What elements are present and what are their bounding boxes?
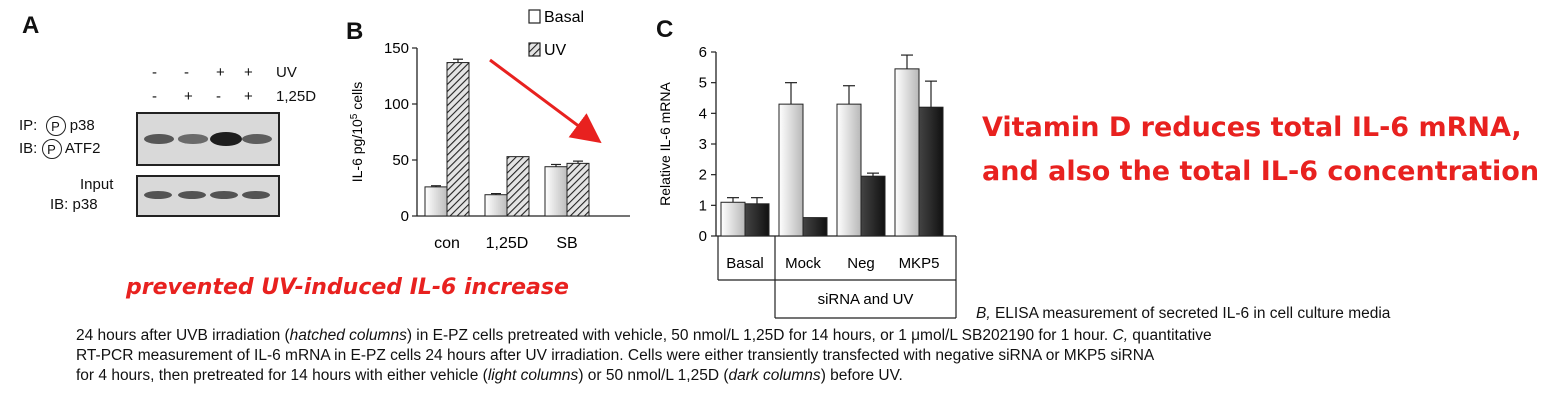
y-tick-label: 100 [384,96,409,113]
caption-l4b: ) or 50 nmol/L 1,25D ( [578,367,729,384]
ylabel-part: IL-6 pg/10 [349,119,365,182]
chart-b: 0 50 100 150 IL-6 pg/105 cells con 1,25D SB Basa… [349,9,630,252]
panel-a: A - - + + UV - + - + 1,25D IP: P p38 IB:… [0,0,330,240]
caption-b-ref: B, [976,305,991,322]
y-tick-label: 4 [699,105,707,122]
bar-uv-1 [506,156,530,217]
y-tick-label: 1 [699,197,707,214]
caption-l2a: 24 hours after UVB irradiation ( [76,327,290,344]
bar-uv-2 [566,162,590,217]
phospho-blot [136,112,280,166]
input-label: Input [80,176,114,193]
y-tick-label: 0 [401,208,409,225]
x-tick-label: Mock [785,255,821,272]
input-ib-label: IB: p38 [50,196,98,213]
caption-l1-text: ELISA measurement of secreted IL-6 in ce… [990,305,1391,322]
x-tick-label: con [434,235,460,252]
d-sign-1: + [184,88,193,105]
chart-c: 0 1 2 3 4 5 6 Relative IL-6 mRNA Basal Mock Neg MKP… [657,44,957,319]
ylabel-superscript: 5 [349,113,360,119]
d-sign-0: - [152,88,157,105]
input-band [178,191,206,199]
x-tick-label: MKP5 [899,255,940,272]
phospho-band [178,134,208,144]
phospho-band [210,132,242,146]
caption-l2d: quantitative [1128,327,1212,344]
bar-basal-0 [424,186,448,217]
y-tick-label: 150 [384,40,409,57]
caption-line-2: 24 hours after UVB irradiation (hatched … [76,326,1212,346]
caption-line-1: B, ELISA measurement of secreted IL-6 in… [976,304,1390,324]
legend-label-basal: Basal [544,9,584,26]
uv-sign-1: - [184,64,189,81]
y-tick-label: 50 [392,152,409,169]
uv-label: UV [276,64,297,81]
ylabel-part: cells [349,82,365,114]
x-tick-label: Neg [847,255,875,272]
d-sign-3: + [244,88,253,105]
phospho-band [242,134,272,144]
input-band [210,191,238,199]
legend-swatch-basal [528,9,541,24]
phospho-icon: P [41,139,62,159]
caption-l4a: for 4 hours, then pretreated for 14 hour… [76,367,488,384]
headline: Vitamin D reduces total IL-6 mRNA, and a… [982,106,1539,194]
bar-dark-1 [802,217,828,237]
uv-sign-2: + [216,64,225,81]
legend-swatch-uv [528,42,541,57]
bar-light-2 [836,103,862,237]
caption-line-3: RT-PCR measurement of IL-6 mRNA in E-PZ … [76,347,1155,364]
x-tick-label: 1,25D [486,235,529,252]
uv-sign-0: - [152,64,157,81]
y-tick-label: 5 [699,75,707,92]
bar-light-0 [720,201,746,237]
input-blot [136,175,280,217]
y-tick-label: 3 [699,136,707,153]
prevented-note: prevented UV-induced IL-6 increase [126,275,569,300]
caption-dark: dark columns [728,367,821,384]
group-label: siRNA and UV [818,291,914,308]
caption-hatched: hatched columns [289,327,407,344]
bar-light-3 [894,68,920,237]
bar-basal-1 [484,194,508,217]
bar-basal-2 [544,166,568,217]
ib-label: IB: [19,139,38,157]
input-band [144,191,172,199]
bar-uv-0 [446,62,470,217]
caption-light: light columns [487,367,579,384]
trend-arrow [489,58,602,144]
bar-dark-2 [860,175,886,237]
headline-line-1: Vitamin D reduces total IL-6 mRNA, [982,112,1522,143]
panel-b-letter: B [346,18,364,45]
ip-row-label: IP: P p38 [19,116,95,136]
x-tick-label: Basal [726,255,764,272]
caption-line-4: for 4 hours, then pretreated for 14 hour… [76,366,903,386]
y-axis-label: IL-6 pg/105 cells [349,82,365,183]
uv-sign-3: + [244,64,253,81]
ib-target: ATF2 [64,139,101,157]
ip-target: p38 [69,116,95,134]
panel-a-letter: A [22,12,40,39]
input-band [242,191,270,199]
caption-l2b: ) in E-PZ cells pretreated with vehicle,… [406,327,1113,344]
panel-c-letter: C [656,16,674,43]
caption-l4c: ) before UV. [820,367,903,384]
phospho-icon: P [45,116,66,136]
caption-c-ref: C, [1112,327,1129,344]
bar-dark-3 [918,106,944,237]
y-tick-label: 0 [699,228,707,245]
legend-label-uv: UV [544,42,567,59]
d-label: 1,25D [276,88,317,105]
bar-light-1 [778,103,804,237]
bar-dark-0 [744,203,770,237]
y-tick-label: 6 [699,44,707,61]
headline-line-2: and also the total IL-6 concentration [982,156,1540,187]
ip-label: IP: [19,116,38,134]
y-axis-label: Relative IL-6 mRNA [657,81,673,205]
ib-row-label: IB: P ATF2 [19,139,100,159]
y-tick-label: 2 [699,167,707,184]
phospho-band [144,133,175,145]
d-sign-2: - [216,88,221,105]
x-tick-label: SB [556,235,577,252]
